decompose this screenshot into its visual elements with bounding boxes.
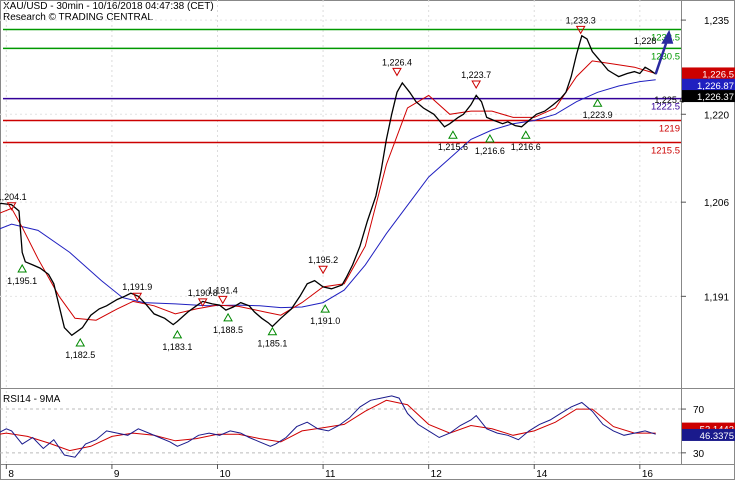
rsi-line [0,395,656,458]
buy-marker-icon [75,338,86,347]
price-tag-label: 1,226.37 [697,92,734,103]
rsi-tick-label: 70 [693,405,705,416]
ma-fast-line [0,60,656,321]
x-tick-label: 14 [536,469,548,480]
swing-low-label: 1,182.5 [65,350,95,360]
swing-low-label: 1,223.9 [583,110,613,120]
y-tick-label: 1,235 [704,16,729,27]
x-tick-label: 11 [325,469,336,480]
price-tag [682,90,735,103]
y-tick-label: 1,220 [704,110,729,121]
buy-marker-icon [267,326,278,336]
buy-marker-icon [172,329,183,339]
price-label: 1,225.4 [654,95,684,105]
swing-low-label: 1,216.6 [511,142,541,152]
x-tick-label: 8 [8,469,14,480]
swing-high-label: 1,233.3 [566,15,596,25]
x-tick-label: 9 [114,469,120,480]
buy-marker-icon [320,304,331,313]
level-label: 1215.5 [651,146,680,157]
rsi-title: RSI14 - 9MA [3,394,61,405]
buy-marker-icon [520,130,531,139]
y-tick-label: 1,206 [704,198,729,209]
buy-marker-icon [485,133,495,143]
sell-marker-icon [6,202,17,211]
x-tick-label: 16 [642,469,654,480]
swing-high-label: 1,190.8 [188,288,218,298]
swing-low-label: 1,188.5 [213,325,243,335]
level-label: 1230.5 [651,51,680,62]
price-tag [682,67,735,80]
x-tick-label: 10 [219,469,231,480]
swing-low-label: 1,185.1 [257,339,287,349]
swing-low-label: 1,195.1 [7,276,37,286]
swing-high-label: 1,226.4 [382,57,412,67]
swing-high-label: 1,204.1 [0,192,27,202]
y-tick-label: 1,191 [704,292,729,303]
sell-marker-icon [217,295,228,305]
rsi-tag [682,428,735,441]
buy-marker-icon [448,130,458,139]
rsi-ma-line [0,399,656,452]
swing-high-label: 1,195.2 [308,255,338,265]
buy-marker-icon [17,263,28,273]
rsi-tick-label: 30 [693,449,705,460]
forecast-arrow-shaft [654,39,669,75]
x-tick-label: 12 [431,469,443,480]
chart-subtitle: Research © TRADING CENTRAL [3,12,153,23]
sell-marker-icon [392,67,402,77]
chart-title: XAU/USD - 30min - 10/16/2018 04:47:38 (C… [3,1,214,12]
buy-marker-icon [592,98,603,107]
sell-marker-icon [197,298,208,307]
buy-marker-icon [223,312,233,322]
sell-marker-icon [318,265,328,275]
level-label: 1219 [659,124,680,135]
price-line [0,34,657,337]
sell-marker-icon [471,80,482,89]
swing-low-label: 1,183.1 [162,342,192,352]
swing-low-label: 1,215.6 [438,142,468,152]
price-label: 1,228 [634,36,657,46]
swing-high-label: 1,223.7 [461,70,491,80]
swing-low-label: 1,191.0 [310,316,340,326]
rsi-tag-label: 46.3375 [700,431,734,442]
level-label: 1222.5 [651,102,680,113]
price-tag-label: 1,226.5 [702,69,734,80]
ma-slow-line [0,79,656,309]
swing-low-label: 1,216.6 [475,146,505,156]
price-tag-label: 1,226.87 [697,81,734,92]
sell-marker-icon [575,25,586,35]
price-tag [682,78,735,91]
swing-high-label: 1,191.9 [122,282,152,292]
swing-high-label: 1,191.4 [208,285,238,295]
forecast-arrow-head [661,29,674,44]
sell-marker-icon [132,292,143,302]
